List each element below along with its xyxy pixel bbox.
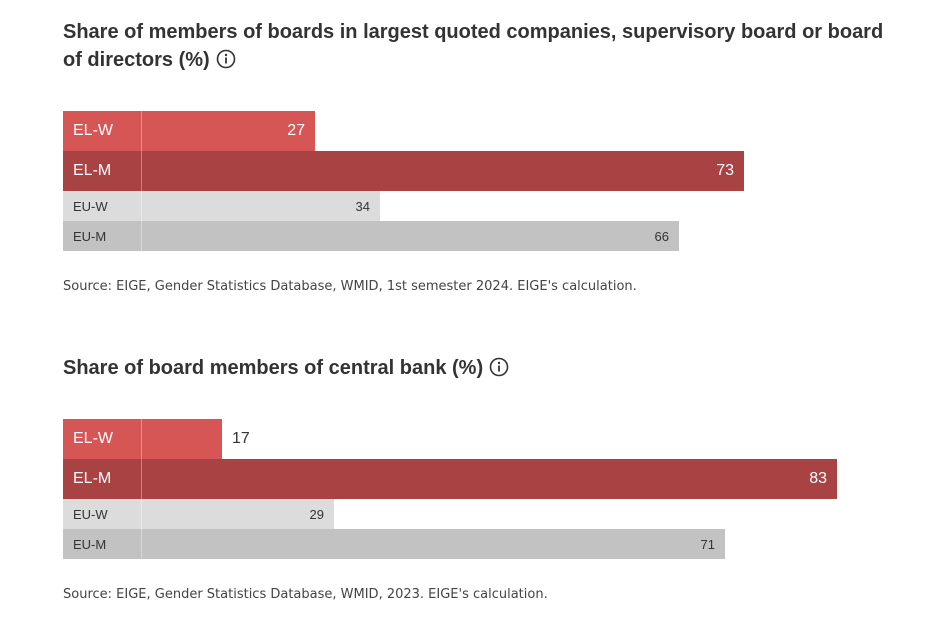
data-label: 83 (809, 470, 827, 487)
bar-list: EL-W 27 EL-M 73 EU-W 34 EU-M 66 (63, 111, 903, 251)
chart-source: Source: EIGE, Gender Statistics Database… (63, 587, 548, 602)
bar-row-eu-w: EU-W 34 (63, 191, 903, 221)
bar-list: EL-W 17 EL-M 83 EU-W 29 EU-M 71 (63, 419, 903, 559)
bar: 34 (142, 191, 380, 221)
bar-row-eu-w: EU-W 29 (63, 499, 903, 529)
bar: 27 (142, 111, 315, 151)
chart-boards-quoted-companies: Share of members of boards in largest qu… (63, 18, 903, 294)
data-label: 71 (700, 536, 715, 552)
chart-title: Share of members of boards in largest qu… (63, 18, 903, 77)
bar-row-el-m: EL-M 83 (63, 459, 903, 499)
category-label: EL-M (63, 459, 142, 499)
bar: 73 (142, 151, 744, 191)
chart-source: Source: EIGE, Gender Statistics Database… (63, 279, 637, 294)
bar-row-eu-m: EU-M 71 (63, 529, 903, 559)
info-circle-icon[interactable] (216, 49, 236, 77)
category-label: EL-W (63, 419, 142, 459)
data-label: 29 (309, 506, 324, 522)
bar-row-el-m: EL-M 73 (63, 151, 903, 191)
bar: 83 (142, 459, 837, 499)
bar-row-eu-m: EU-M 66 (63, 221, 903, 251)
category-label: EU-W (63, 499, 142, 529)
category-label: EL-W (63, 111, 142, 151)
category-label: EU-M (63, 221, 142, 251)
category-label: EU-M (63, 529, 142, 559)
bar: 29 (142, 499, 334, 529)
data-label: 66 (654, 228, 669, 244)
bar: 66 (142, 221, 679, 251)
chart-central-bank-board: Share of board members of central bank (… (63, 354, 903, 602)
bar: 17 (142, 419, 250, 459)
chart-title-text: Share of members of boards in largest qu… (63, 21, 884, 71)
bar-row-el-w: EL-W 27 (63, 111, 903, 151)
category-label: EU-W (63, 191, 142, 221)
data-label: 17 (232, 430, 250, 447)
data-label: 73 (716, 162, 734, 179)
data-label: 27 (287, 122, 305, 139)
chart-title-text: Share of board members of central bank (… (63, 357, 484, 379)
bar-row-el-w: EL-W 17 (63, 419, 903, 459)
bar: 71 (142, 529, 725, 559)
chart-title: Share of board members of central bank (… (63, 354, 903, 385)
info-circle-icon[interactable] (489, 357, 509, 385)
category-label: EL-M (63, 151, 142, 191)
data-label: 34 (355, 198, 370, 214)
